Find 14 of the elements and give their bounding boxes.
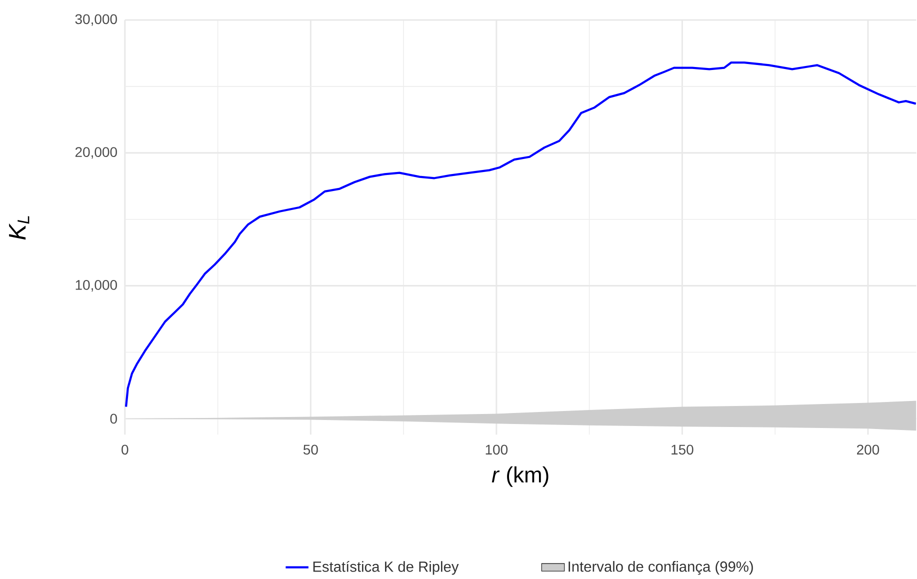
x-tick-label: 150 [672, 444, 694, 455]
legend-label: Estatística K de Ripley [313, 560, 459, 575]
y-tick-label: 20,000 [75, 147, 117, 159]
y-tick-label: 10,000 [76, 280, 117, 292]
x-tick-label: 50 [303, 444, 318, 455]
y-axis-title: K$_{L}$ [9, 216, 30, 240]
y-tick-label: 30,000 [75, 14, 117, 26]
x-axis-title: r (km) [492, 466, 548, 487]
x-tick-label: 100 [486, 444, 508, 455]
y-tick-label: 0 [110, 414, 117, 424]
line-series [124, 61, 916, 408]
legend-label: Intervalo de confiança (99%) [568, 561, 753, 575]
x-tick-label: 200 [857, 444, 880, 455]
x-tick-label: 0 [122, 444, 128, 455]
